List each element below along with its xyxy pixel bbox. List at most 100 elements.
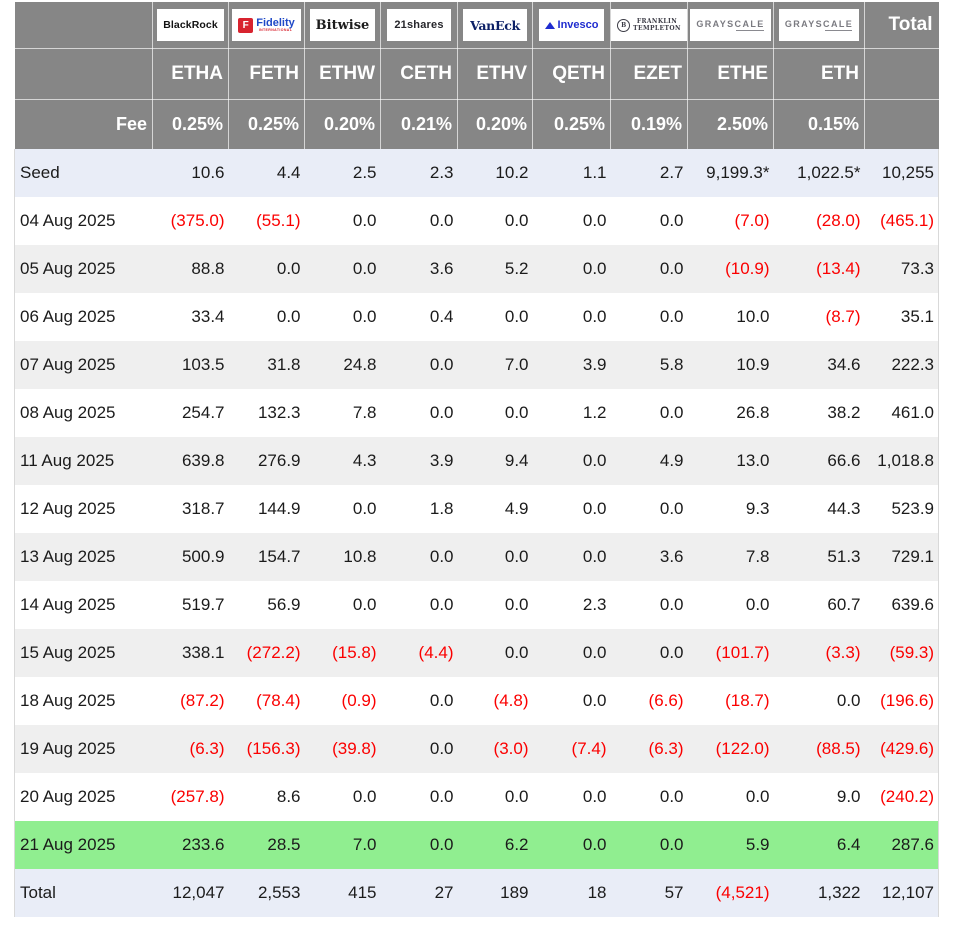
flow-value: (3.0)	[457, 725, 533, 773]
flow-value: 0.0	[610, 629, 688, 677]
etf-flow-table: BlackRock F Fidelity INTERNATIONAL Bit	[14, 2, 939, 917]
flow-value: 0.0	[380, 677, 458, 725]
flow-value: 0.0	[532, 773, 611, 821]
flow-value: 10,255	[864, 149, 939, 197]
flow-value: (4.4)	[380, 629, 458, 677]
fidelity-f-icon: F	[238, 17, 254, 33]
flow-value: 27	[380, 869, 458, 917]
date-row: 13 Aug 2025 500.9 154.7 10.8 0.0 0.0 0.0 3.6 7.8…	[14, 533, 939, 581]
flow-value: 12,047	[152, 869, 229, 917]
flow-value: 1.1	[532, 149, 611, 197]
flow-value: 1,018.8	[864, 437, 939, 485]
ticker-eth: ETH	[773, 48, 865, 100]
issuer-cell: BlackRock	[152, 2, 229, 49]
flow-value: 10.8	[304, 533, 381, 581]
issuer-cell: GRAYSCALE	[687, 2, 774, 49]
flow-value: (257.8)	[152, 773, 229, 821]
flow-value: 56.9	[228, 581, 305, 629]
flow-value: 88.8	[152, 245, 229, 293]
fee-ethe: 2.50%	[687, 99, 774, 149]
21shares-logo: 21shares	[387, 9, 451, 41]
flow-value: (465.1)	[864, 197, 939, 245]
issuer-logo-row: BlackRock F Fidelity INTERNATIONAL Bit	[14, 2, 939, 49]
flow-value: 0.0	[610, 581, 688, 629]
flow-value: 0.0	[532, 293, 611, 341]
total-column-header: Total	[864, 2, 939, 49]
flow-value: 0.0	[532, 437, 611, 485]
flow-value: 287.6	[864, 821, 939, 869]
date-row: 15 Aug 2025 338.1 (272.2) (15.8) (4.4) 0.0 0.0…	[14, 629, 939, 677]
flow-value: 0.0	[304, 197, 381, 245]
flow-value: 500.9	[152, 533, 229, 581]
flow-value: 0.0	[457, 533, 533, 581]
flow-value: 7.8	[304, 389, 381, 437]
issuer-cell: 21shares	[380, 2, 458, 49]
flow-value: 9.4	[457, 437, 533, 485]
flow-value: 0.0	[380, 197, 458, 245]
flow-value: 154.7	[228, 533, 305, 581]
flow-value: 24.8	[304, 341, 381, 389]
flow-value: 4.4	[228, 149, 305, 197]
row-label: 13 Aug 2025	[14, 533, 153, 581]
flow-value: (87.2)	[152, 677, 229, 725]
flow-value: 5.2	[457, 245, 533, 293]
blackrock-logo-text: BlackRock	[163, 19, 218, 31]
date-row: 08 Aug 2025 254.7 132.3 7.8 0.0 0.0 1.2 0.0 26.8…	[14, 389, 939, 437]
flow-value: (88.5)	[773, 725, 865, 773]
flow-value: 0.0	[610, 293, 688, 341]
fidelity-logo: F Fidelity INTERNATIONAL	[232, 9, 301, 41]
flow-value: (13.4)	[773, 245, 865, 293]
grayscale-logo: GRAYSCALE	[690, 9, 771, 41]
flow-value: 1.2	[532, 389, 611, 437]
flow-value: (4.8)	[457, 677, 533, 725]
flow-value: 28.5	[228, 821, 305, 869]
flow-value: (4,521)	[687, 869, 774, 917]
flow-value: 222.3	[864, 341, 939, 389]
date-row: 05 Aug 2025 88.8 0.0 0.0 3.6 5.2 0.0 0.0 (10.9)(…	[14, 245, 939, 293]
row-label: 05 Aug 2025	[14, 245, 153, 293]
issuer-cell: GRAYSCALE	[773, 2, 865, 49]
franklin-templeton-logo: B FRANKLIN TEMPLETON	[611, 9, 687, 41]
corner-cell	[14, 2, 153, 49]
invesco-logo: Invesco	[538, 9, 605, 41]
fee-total-empty	[864, 99, 939, 149]
flow-value: 60.7	[773, 581, 865, 629]
fee-feth: 0.25%	[228, 99, 305, 149]
flow-value: 0.0	[610, 197, 688, 245]
flow-value: 0.0	[380, 821, 458, 869]
flow-value: 132.3	[228, 389, 305, 437]
flow-value: 10.9	[687, 341, 774, 389]
flow-value: 2.3	[380, 149, 458, 197]
flow-value: 5.8	[610, 341, 688, 389]
fee-ethv: 0.20%	[457, 99, 533, 149]
flow-value: 0.0	[457, 581, 533, 629]
flow-value: (6.3)	[610, 725, 688, 773]
grayscale-logo-text: GRAYSCALE	[696, 19, 765, 31]
flow-value: 31.8	[228, 341, 305, 389]
flow-value: 1,022.5*	[773, 149, 865, 197]
ticker-ezet: EZET	[610, 48, 688, 100]
flow-value: 35.1	[864, 293, 939, 341]
flow-value: 12,107	[864, 869, 939, 917]
row-label: 21 Aug 2025	[14, 821, 153, 869]
flow-value: 57	[610, 869, 688, 917]
flow-value: 0.0	[610, 773, 688, 821]
flow-value: 38.2	[773, 389, 865, 437]
date-row: 12 Aug 2025 318.7 144.9 0.0 1.8 4.9 0.0 0.0 9.3 4…	[14, 485, 939, 533]
flow-value: 0.0	[304, 485, 381, 533]
bitwise-logo-text: Bitwise	[315, 17, 370, 33]
flow-value: (6.6)	[610, 677, 688, 725]
flow-value: 1,322	[773, 869, 865, 917]
flow-value: 26.8	[687, 389, 774, 437]
flow-value: (59.3)	[864, 629, 939, 677]
flow-value: 415	[304, 869, 381, 917]
flow-value: 0.0	[457, 197, 533, 245]
fee-ceth: 0.21%	[380, 99, 458, 149]
flow-value: 461.0	[864, 389, 939, 437]
ticker-feth: FETH	[228, 48, 305, 100]
flow-value: 3.6	[610, 533, 688, 581]
invesco-logo-text: Invesco	[544, 19, 598, 31]
flow-value: (7.0)	[687, 197, 774, 245]
flow-value: (101.7)	[687, 629, 774, 677]
flow-value: 0.0	[532, 485, 611, 533]
